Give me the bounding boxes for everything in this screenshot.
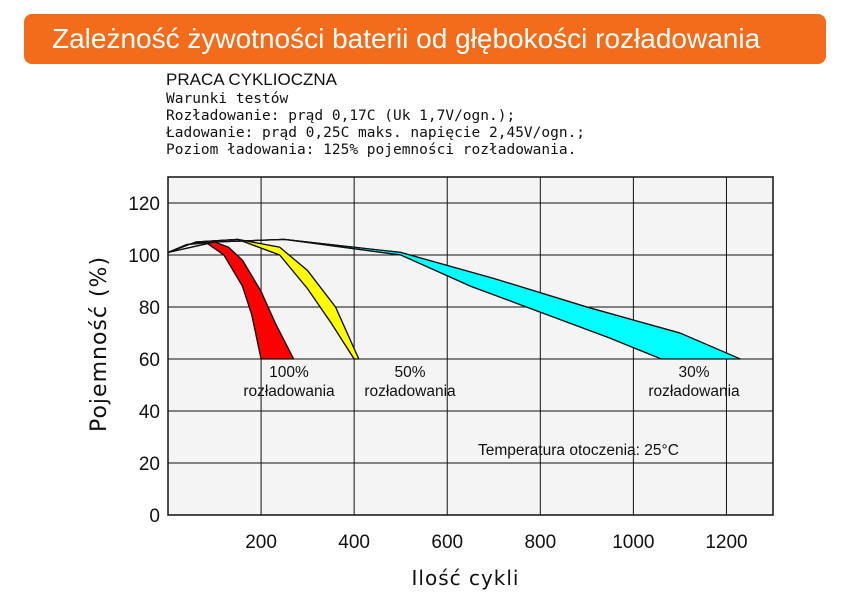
x-tick-label: 1200 — [705, 532, 747, 553]
test-heading: PRACA CYKLIOCZNA — [166, 70, 337, 89]
band-lower-line-0 — [167, 241, 262, 360]
band-label-1: rozładowania — [364, 383, 456, 400]
test-conditions: Warunki testów Rozładowanie: prąd 0,17C … — [166, 91, 585, 159]
title-banner: Zależność żywotności baterii od głębokoś… — [24, 14, 826, 64]
y-axis-title: Pojemność (%) — [87, 256, 112, 432]
band-lower-line-1 — [167, 238, 355, 360]
test-conditions-line: Warunki testów — [166, 91, 289, 107]
test-conditions-line: Ładowanie: prąd 0,25C maks. napięcie 2,4… — [166, 125, 586, 141]
band-label-2: 30% — [678, 364, 709, 381]
band-label-0: rozładowania — [243, 383, 335, 400]
x-tick-label: 600 — [431, 532, 463, 553]
x-tick-label: 800 — [524, 532, 556, 553]
test-conditions-line: Poziom ładowania: 125% pojemności rozład… — [166, 142, 577, 158]
temperature-annotation: Temperatura otoczenia: 25°C — [478, 442, 679, 459]
y-tick-label: 120 — [128, 194, 160, 215]
y-tick-label: 60 — [139, 350, 160, 371]
y-tick-label: 100 — [128, 246, 160, 267]
x-axis-title: Ilość cykli — [412, 566, 520, 590]
chart-title: Zależność żywotności baterii od głębokoś… — [52, 23, 761, 54]
y-tick-label: 80 — [139, 298, 160, 319]
x-tick-label: 400 — [338, 532, 370, 553]
test-conditions-line: Rozładowanie: prąd 0,17C (Uk 1,7V/ogn.); — [166, 108, 516, 124]
y-tick-label: 20 — [139, 454, 160, 475]
x-tick-label: 200 — [245, 532, 277, 553]
band-lower-line-2 — [167, 238, 662, 360]
x-tick-label: 1000 — [612, 532, 654, 553]
y-tick-label: 0 — [149, 506, 160, 527]
band-label-1: 50% — [394, 364, 425, 381]
band-label-0: 100% — [269, 364, 309, 381]
y-tick-label: 40 — [139, 402, 160, 423]
band-label-2: rozładowania — [648, 383, 740, 400]
plot-frame — [167, 176, 774, 516]
